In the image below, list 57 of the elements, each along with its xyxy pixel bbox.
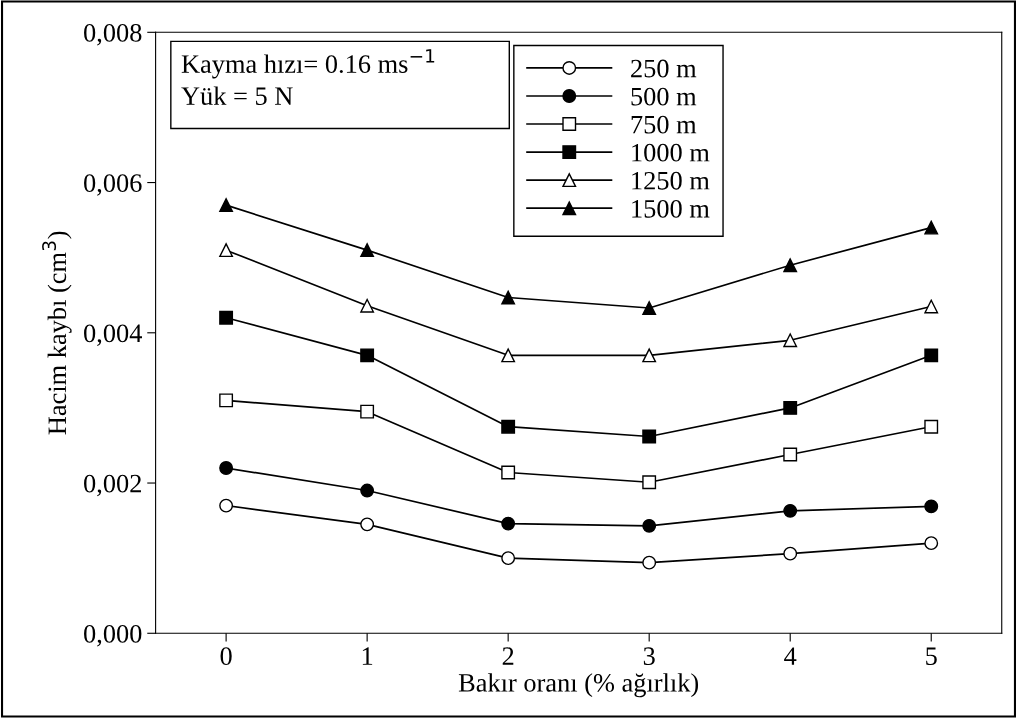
x-tick-label: 2	[502, 647, 514, 665]
point	[219, 243, 234, 258]
legend-label: 750 m	[631, 115, 697, 134]
y-tick-label: 0,004	[84, 324, 142, 347]
point	[360, 483, 375, 498]
point	[360, 243, 375, 258]
y-tick-label: 0,006	[84, 174, 142, 196]
point	[219, 310, 234, 325]
annotation: Yük = 5 N	[181, 86, 293, 105]
x-tick-label: 5	[926, 647, 937, 666]
point	[360, 298, 375, 313]
y-tick-label: 0,000	[84, 624, 142, 647]
point	[924, 499, 939, 514]
point	[924, 299, 939, 314]
point	[219, 461, 234, 475]
x-tick-label: 1	[362, 647, 373, 665]
point	[783, 503, 798, 518]
legend-label: 500 m	[631, 87, 697, 106]
point	[642, 518, 657, 533]
point	[642, 301, 657, 315]
point	[924, 536, 939, 551]
point	[642, 348, 657, 363]
legend-label: 1500 m	[632, 199, 710, 218]
point	[501, 516, 516, 531]
point	[360, 348, 375, 363]
annotation: Kayma hızı= 0.16 ms$^{−1}$	[181, 49, 435, 79]
point	[219, 393, 234, 408]
legend-label: 250 m	[631, 59, 697, 78]
point	[783, 447, 798, 462]
point	[924, 348, 939, 363]
point	[360, 404, 375, 419]
y-axis-title: Hacim kaybı (cm$^{3}$)	[42, 231, 72, 435]
y-tick-label: 0,002	[84, 474, 141, 497]
point	[924, 419, 939, 434]
x-axis-title: Bakır oranı (% ağırlık)	[458, 673, 699, 698]
legend-label: 1250 m	[632, 171, 710, 190]
point	[501, 348, 516, 363]
point	[783, 258, 798, 273]
point	[642, 429, 657, 444]
legend-label: 1000 m	[632, 143, 710, 162]
point	[501, 465, 516, 480]
x-tick-label: 3	[643, 647, 655, 666]
point	[783, 333, 798, 348]
point	[642, 475, 657, 490]
y-tick-label: 0,008	[84, 23, 142, 46]
point	[501, 551, 516, 566]
point	[501, 290, 516, 305]
point	[501, 419, 516, 434]
point	[642, 555, 657, 570]
point	[924, 220, 939, 235]
point	[219, 198, 234, 213]
point	[783, 400, 798, 415]
x-tick-label: 0	[220, 647, 232, 666]
x-tick-label: 4	[784, 647, 797, 665]
point	[783, 546, 798, 561]
point	[219, 498, 234, 513]
point	[360, 517, 375, 532]
